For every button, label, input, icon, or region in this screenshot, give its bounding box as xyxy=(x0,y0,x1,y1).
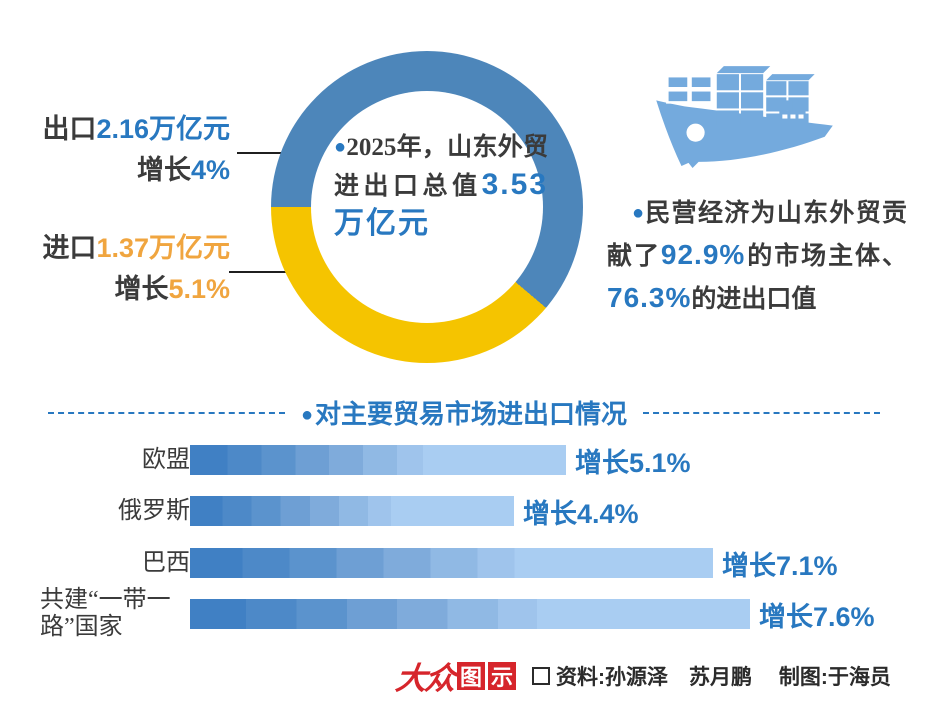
import-callout: 进口1.37万亿元 增长5.1% xyxy=(30,228,230,310)
logo-block-shi: 示 xyxy=(488,661,516,690)
note-part2: 的市场主体、 xyxy=(745,243,907,270)
bar-category-label: 巴西 xyxy=(142,549,190,576)
import-value-line: 进口1.37万亿元 xyxy=(30,228,230,269)
export-leader-line xyxy=(237,152,303,154)
export-value: 2.16万亿元 xyxy=(96,114,230,144)
export-value-line: 出口2.16万亿元 xyxy=(30,109,230,150)
bar-category-label: 俄罗斯 xyxy=(118,497,190,524)
note-value1: 92.9% xyxy=(660,239,746,270)
cargo-ship-icon xyxy=(656,66,833,168)
bar-value-label: 增长5.1% xyxy=(575,447,691,478)
dazhong-tushi-logo: 大众 图 示 xyxy=(393,653,516,698)
bar-category-label: 欧盟 xyxy=(142,446,190,473)
export-growth-line: 增长4% xyxy=(30,150,230,191)
donut-center-prefix: 2025年，山东外贸进出口总值 xyxy=(334,134,548,200)
bar-russia xyxy=(190,496,514,526)
bar-row-eu: 欧盟 增长5.1% xyxy=(40,443,691,478)
import-growth-value: 5.1% xyxy=(168,274,230,304)
logo-calligraphy-text: 大众 xyxy=(393,661,456,696)
export-growth-value: 4% xyxy=(190,155,230,185)
bar-category-label: 共建“一带一路”国家 xyxy=(40,587,171,640)
import-value: 1.37万亿元 xyxy=(96,233,230,263)
bar-value-label: 增长7.1% xyxy=(722,550,838,581)
bar-row-belt-and-road: 共建“一带一路”国家 增长7.6% xyxy=(40,587,875,640)
import-label: 进口 xyxy=(42,233,97,263)
square-outline-icon xyxy=(532,666,550,685)
note-value2: 76.3% xyxy=(607,282,692,313)
divider-dash-left xyxy=(48,411,285,414)
export-callout: 出口2.16万亿元 增长4% xyxy=(30,109,230,191)
bar-row-russia: 俄罗斯 增长4.4% xyxy=(40,494,639,529)
bar-belt-and-road xyxy=(190,599,750,629)
bar-row-brazil: 巴西 增长7.1% xyxy=(40,546,838,581)
import-growth-label: 增长 xyxy=(114,274,169,304)
section-title-text: 对主要贸易市场进出口情况 xyxy=(315,399,628,429)
trade-donut-chart xyxy=(271,51,583,363)
footer: 大众 图 示 资料:孙源泽 苏月鹏 制图:于海员 xyxy=(393,653,891,698)
section-divider: ●对主要贸易市场进出口情况 xyxy=(0,394,928,431)
note-part1: 民营经济为山东外贸贡献了 xyxy=(607,200,907,270)
bar-brazil xyxy=(190,548,713,578)
bullet-icon: ● xyxy=(300,404,314,426)
logo-block-tu: 图 xyxy=(457,661,485,690)
export-growth-label: 增长 xyxy=(136,155,191,185)
import-leader-line xyxy=(229,271,309,273)
divider-dash-right xyxy=(643,411,881,414)
bullet-icon: ● xyxy=(334,136,347,158)
section-title: ●对主要贸易市场进出口情况 xyxy=(301,394,627,431)
bar-value-label: 增长4.4% xyxy=(523,498,639,529)
export-label: 出口 xyxy=(42,114,97,144)
bar-eu xyxy=(190,445,566,475)
credits-text: 资料:孙源泽 苏月鹏 制图:于海员 xyxy=(556,665,891,689)
bullet-icon: ● xyxy=(632,202,646,224)
private-economy-note: ●民营经济为山东外贸贡献了92.9%的市场主体、 76.3%的进出口值 xyxy=(607,193,907,320)
bar-value-label: 增长7.6% xyxy=(759,601,875,632)
donut-center-value: 3.53万亿元 xyxy=(334,168,548,240)
note-part3: 的进出口值 xyxy=(691,286,817,313)
import-growth-line: 增长5.1% xyxy=(30,269,230,310)
donut-center-text: ●2025年，山东外贸进出口总值3.53万亿元 xyxy=(334,129,548,244)
credits: 资料:孙源泽 苏月鹏 制图:于海员 xyxy=(532,661,891,691)
